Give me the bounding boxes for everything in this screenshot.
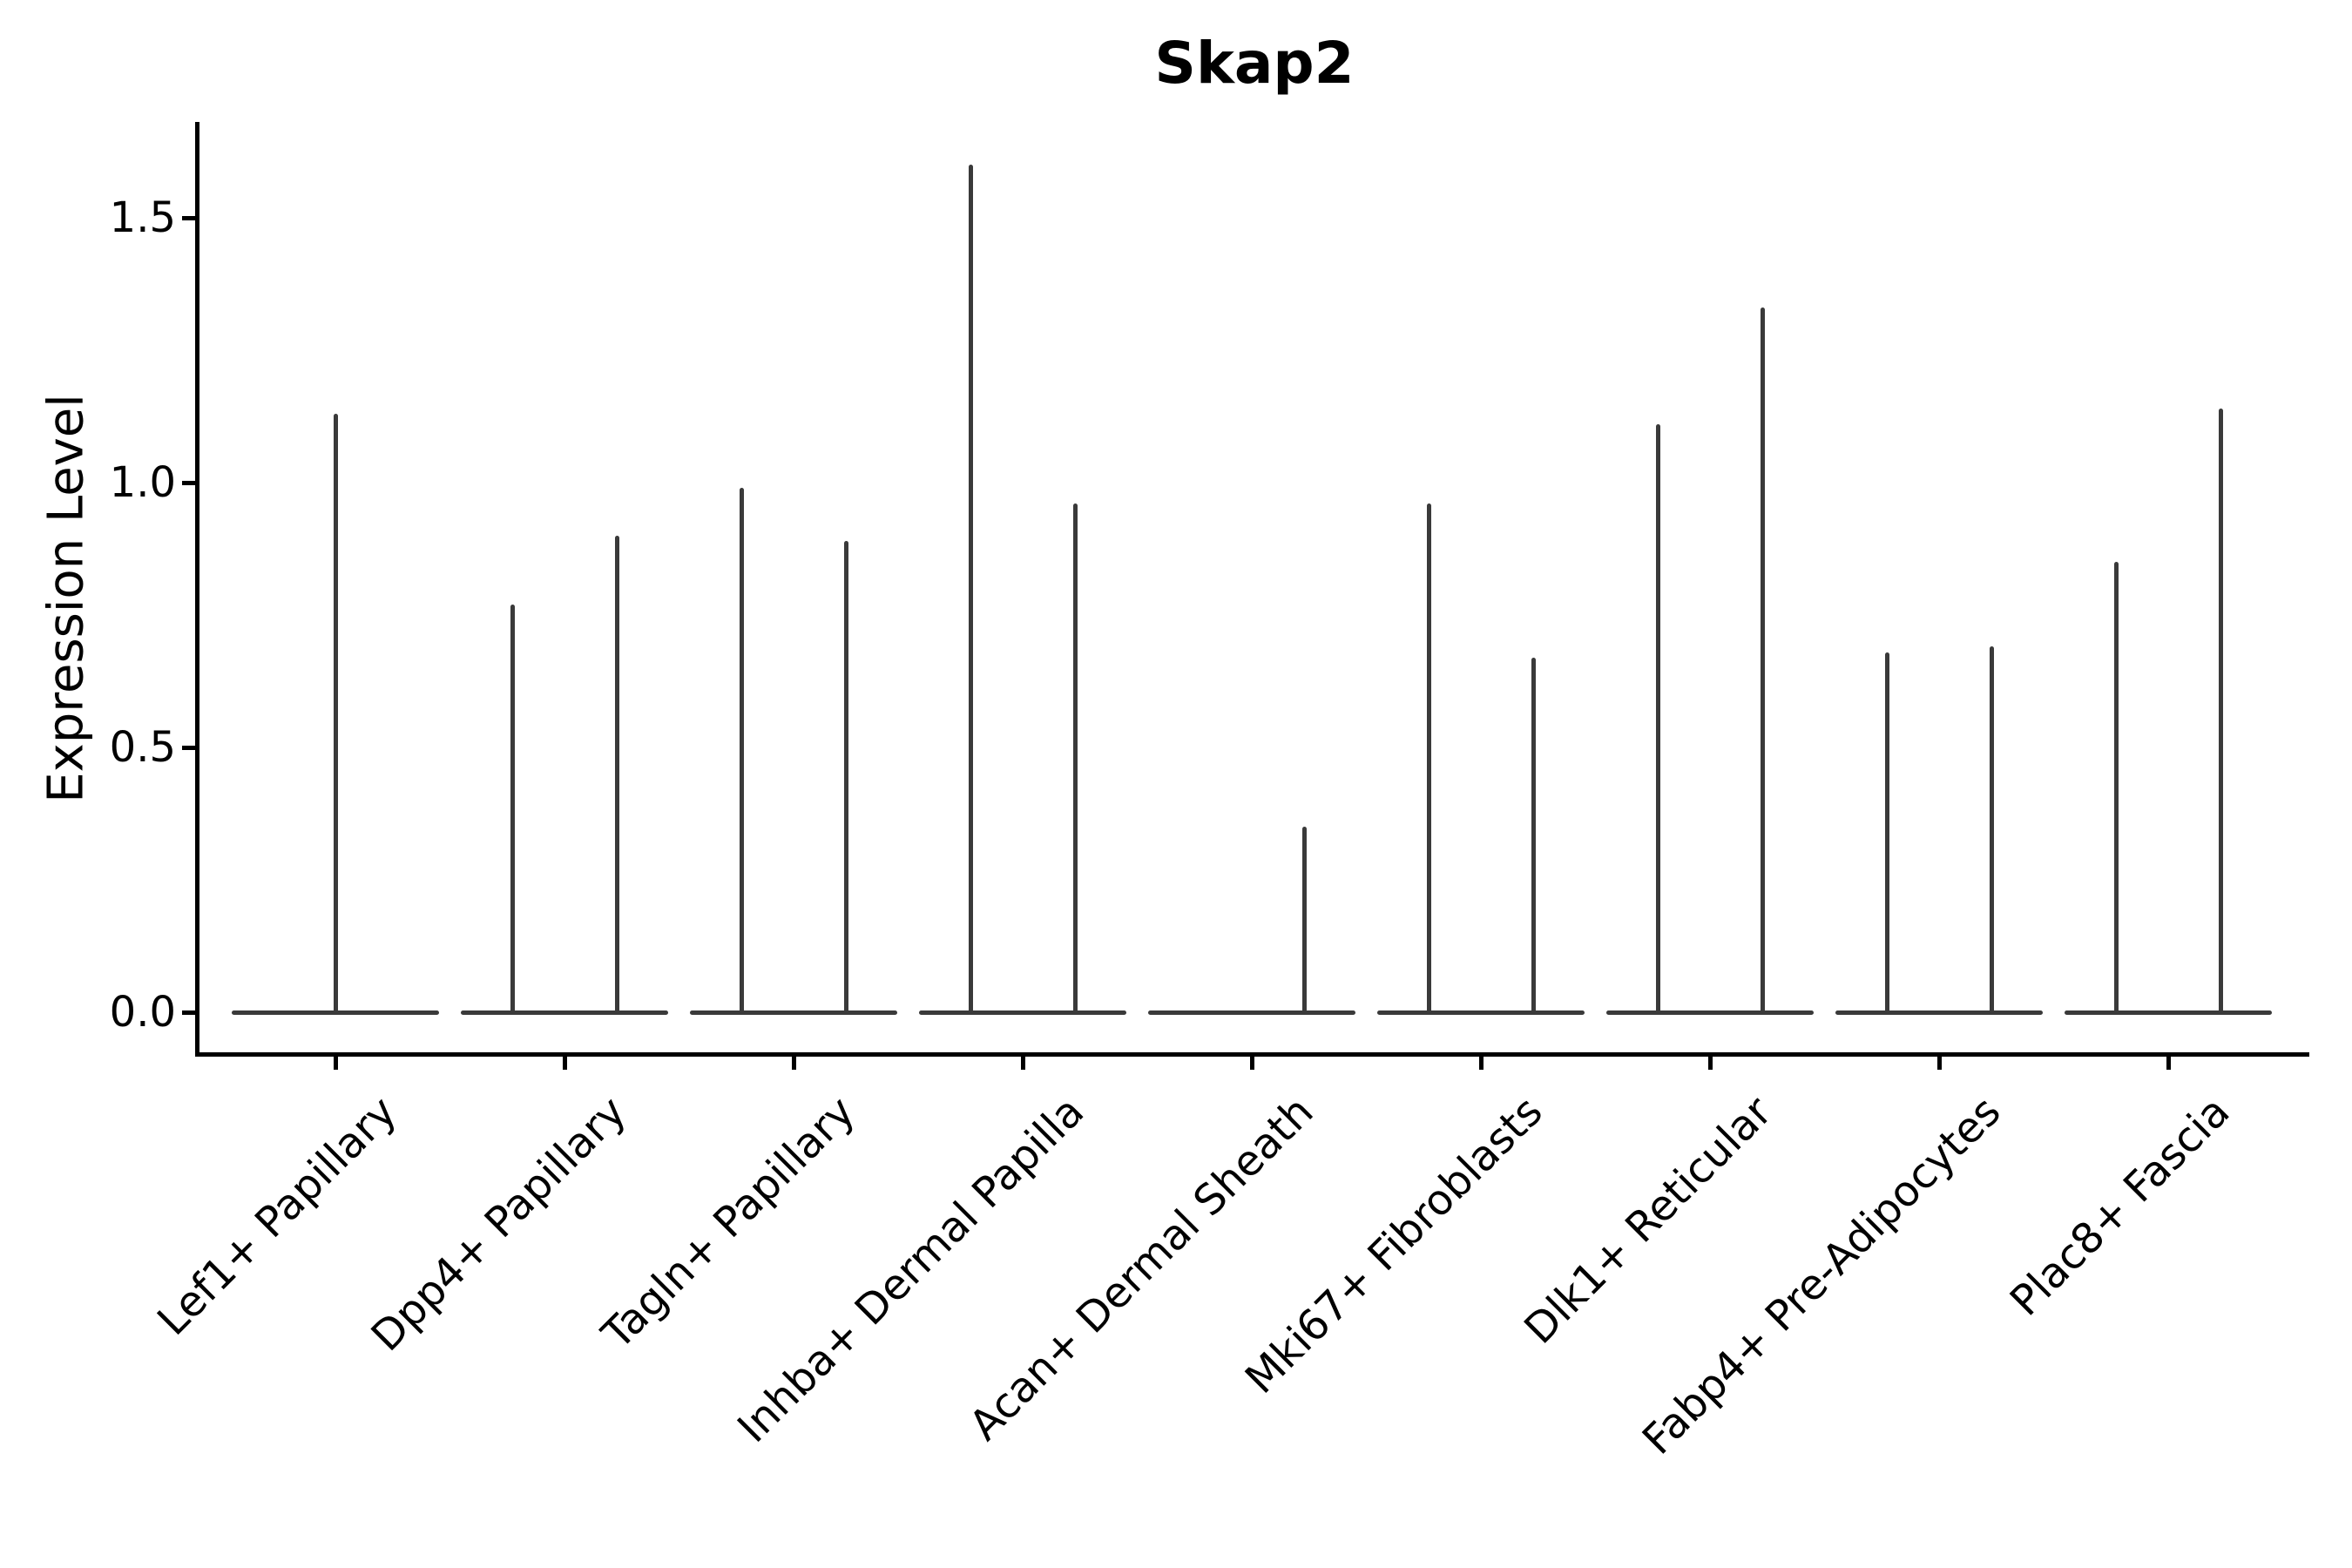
violin-spike <box>740 488 744 1014</box>
violin-spike <box>969 165 973 1014</box>
y-axis-spine <box>195 122 199 1057</box>
violin-spike <box>2114 562 2119 1014</box>
x-axis-tick <box>563 1057 567 1070</box>
violin-baseline <box>919 1010 1126 1015</box>
x-axis-tick-label: Lef1+ Papillary <box>148 1087 407 1345</box>
y-axis-tick <box>182 481 195 485</box>
violin-baseline <box>1148 1010 1355 1015</box>
x-axis-tick-label: Dpp4+ Papillary <box>362 1087 636 1362</box>
violin-baseline <box>1835 1010 2043 1015</box>
y-axis-tick-label: 1.0 <box>109 458 176 507</box>
violin-spike <box>1427 504 1431 1014</box>
x-axis-tick <box>1479 1057 1484 1070</box>
violin-spike <box>334 413 338 1014</box>
violin-spike <box>1073 504 1078 1014</box>
x-axis-tick <box>1021 1057 1025 1070</box>
y-axis-tick <box>182 746 195 750</box>
violin-baseline <box>2065 1010 2272 1015</box>
violin-spike <box>615 535 619 1014</box>
violin-spike <box>1885 652 1889 1014</box>
violin-spike <box>1531 657 1536 1014</box>
violin-baseline <box>1606 1010 1814 1015</box>
y-axis-tick-label: 0.5 <box>109 723 176 772</box>
y-axis-tick <box>182 216 195 220</box>
x-axis-spine <box>195 1052 2309 1057</box>
x-axis-tick <box>2166 1057 2171 1070</box>
violin-spike <box>1302 827 1307 1014</box>
violin-baseline <box>461 1010 668 1015</box>
chart-title: Skap2 <box>1154 30 1355 97</box>
y-axis-tick-label: 1.5 <box>109 193 176 242</box>
y-axis-tick <box>182 1010 195 1015</box>
violin-baseline <box>1377 1010 1585 1015</box>
x-axis-tick <box>1937 1057 1942 1070</box>
violin-spike <box>2219 408 2223 1014</box>
x-axis-tick-label: Plac8+ Fascia <box>2001 1087 2240 1326</box>
violin-spike <box>1990 646 1994 1014</box>
x-axis-tick-label: Dlk1+ Reticular <box>1514 1087 1781 1354</box>
y-axis-tick-label: 0.0 <box>109 988 176 1037</box>
violin-spike <box>844 540 848 1014</box>
x-axis-tick-label: Tagln+ Papillary <box>592 1087 865 1359</box>
violin-baseline <box>690 1010 897 1015</box>
x-axis-tick <box>1708 1057 1713 1070</box>
x-axis-tick <box>334 1057 338 1070</box>
x-axis-tick <box>792 1057 796 1070</box>
violin-spike <box>1656 424 1660 1014</box>
x-axis-tick <box>1250 1057 1254 1070</box>
violin-spike <box>510 604 515 1014</box>
violin-spike <box>1761 308 1765 1014</box>
